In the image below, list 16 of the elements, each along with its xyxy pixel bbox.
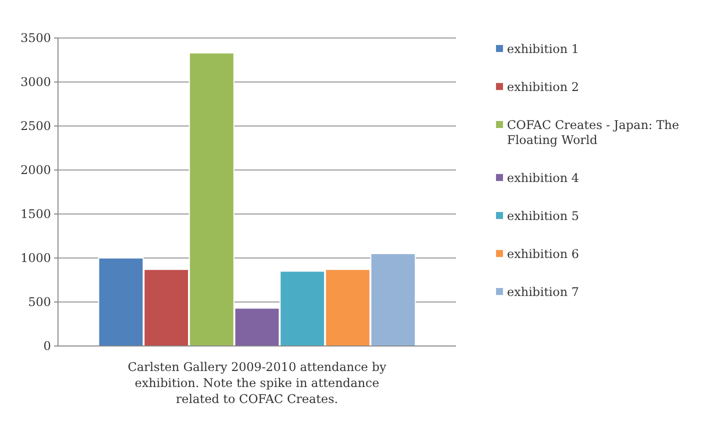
y-tick-label: 2500 <box>20 119 51 134</box>
legend-label: exhibition 5 <box>507 209 580 223</box>
legend-label: exhibition 7 <box>507 285 580 299</box>
y-tick-label: 2000 <box>20 163 51 178</box>
legend-label: exhibition 1 <box>507 42 580 56</box>
y-tick-label: 500 <box>28 295 51 310</box>
legend-label: COFAC Creates - Japan: The Floating World <box>507 118 680 147</box>
text: Carlsten Gallery 2009-2010 attendance by exhibition. Note the spike in attendance related to COFAC Creates. <box>128 360 387 406</box>
y-tick-label: 3000 <box>20 75 51 90</box>
y-tick-label: 0 <box>43 339 51 354</box>
legend-label: exhibition 4 <box>507 171 580 185</box>
y-tick-label: 1500 <box>20 207 51 222</box>
legend-label: exhibition 2 <box>507 80 580 94</box>
y-tick-label: 1000 <box>20 251 51 266</box>
legend-label: exhibition 6 <box>507 247 580 261</box>
y-tick-label: 3500 <box>20 31 51 46</box>
